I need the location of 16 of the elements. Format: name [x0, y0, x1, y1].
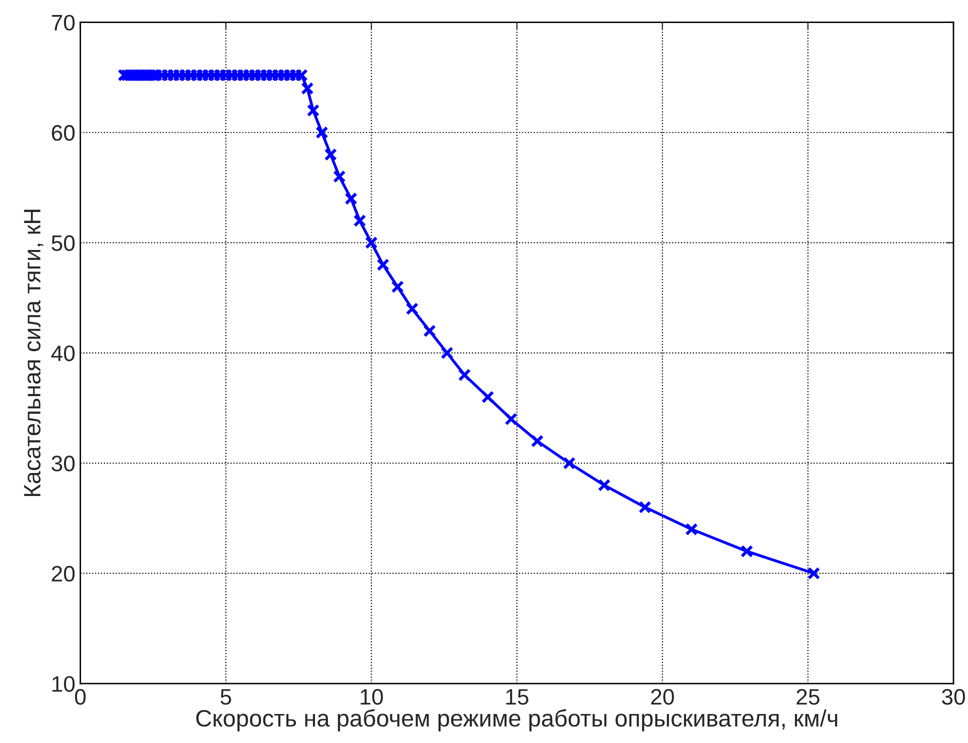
- x-axis-title: Скорость на рабочем режиме работы опрыскивателя, км/ч: [196, 709, 838, 732]
- y-tick-label: 10: [52, 676, 75, 692]
- y-axis-title: Касательная сила тяги, кН: [24, 210, 44, 496]
- y-tick-label: 30: [52, 456, 75, 472]
- y-tick-label: 20: [52, 566, 75, 582]
- x-tick-label: 10: [360, 689, 383, 705]
- x-tick-label: 0: [75, 689, 86, 705]
- x-tick-label: 20: [651, 689, 674, 705]
- y-tick-label: 50: [52, 235, 75, 251]
- y-tick-label: 60: [52, 125, 75, 141]
- x-tick-label: 30: [942, 689, 965, 705]
- x-tick-label: 5: [220, 689, 232, 705]
- x-tick-label: 25: [796, 689, 820, 705]
- x-tick-label: 15: [506, 689, 528, 705]
- y-tick-label: 70: [52, 14, 75, 31]
- y-tick-label: 40: [51, 345, 75, 362]
